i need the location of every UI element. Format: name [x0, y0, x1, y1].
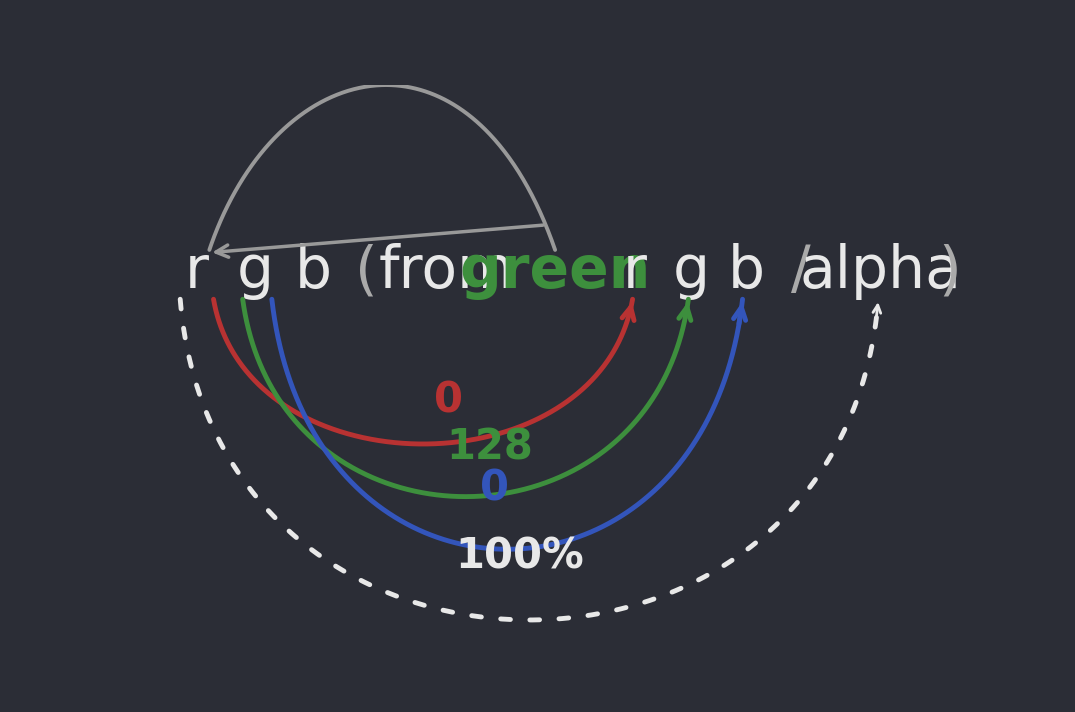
Text: b: b: [295, 244, 332, 300]
Text: green: green: [459, 244, 650, 300]
Text: r: r: [185, 244, 209, 300]
Text: 0: 0: [434, 379, 463, 422]
Text: r: r: [622, 244, 646, 300]
Text: (: (: [355, 244, 377, 300]
Text: b: b: [728, 244, 765, 300]
Text: 100%: 100%: [455, 536, 584, 578]
Text: alpha: alpha: [799, 244, 961, 300]
Text: ): ): [937, 244, 961, 300]
Text: 128: 128: [447, 426, 533, 468]
Text: 0: 0: [481, 467, 510, 509]
Text: /: /: [791, 244, 811, 300]
Text: g: g: [236, 244, 274, 300]
Text: from: from: [378, 244, 515, 300]
Text: g: g: [672, 244, 710, 300]
